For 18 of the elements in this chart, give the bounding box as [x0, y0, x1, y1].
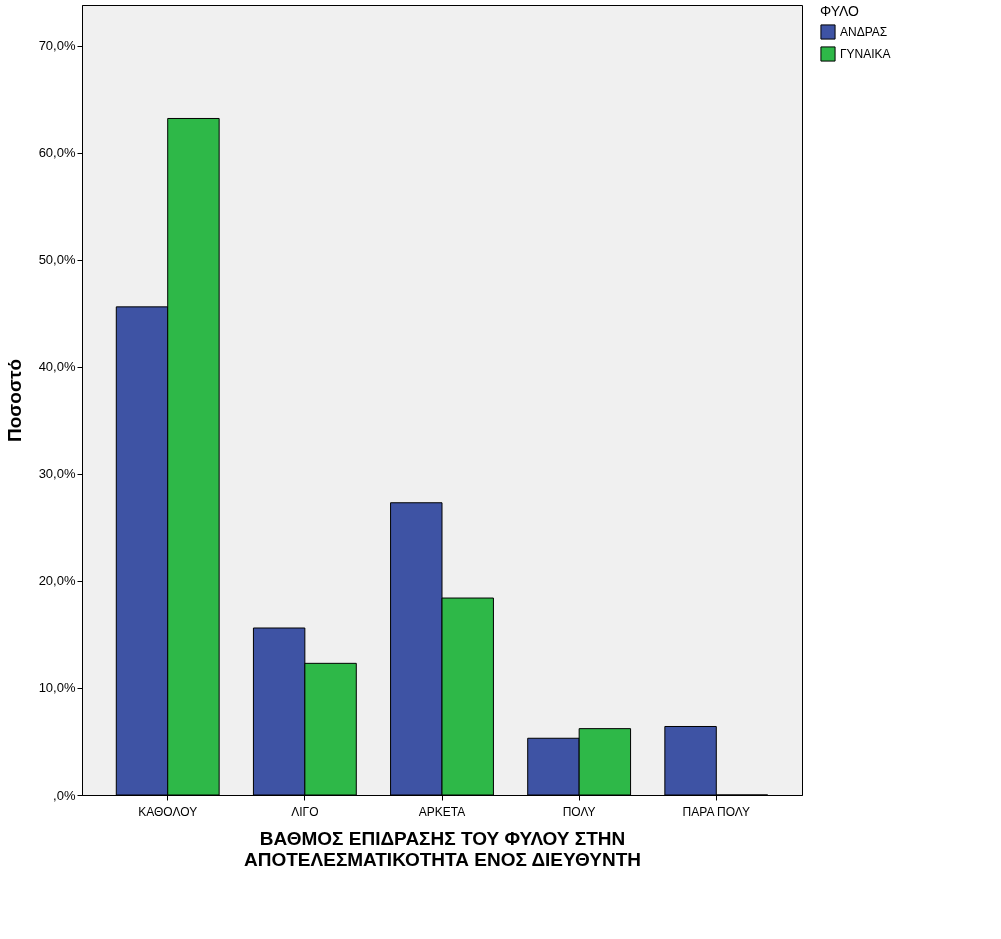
- legend-label: ΓΥΝΑΙΚΑ: [840, 47, 891, 61]
- x-tick-label: ΠΟΛΥ: [562, 804, 596, 819]
- y-tick-label: 60,0%: [38, 145, 76, 161]
- y-tick-label: 10,0%: [38, 680, 76, 696]
- legend-title: ΦΥΛΟ: [820, 3, 860, 19]
- x-tick-label: ΑΡΚΕΤΑ: [418, 804, 466, 819]
- y-tick-label: 70,0%: [38, 38, 76, 54]
- x-axis-title: ΒΑΘΜΟΣ ΕΠΙΔΡΑΣΗΣ ΤΟΥ ΦΥΛΟΥ ΣΤΗΝ ΑΠΟΤΕΛΕΣΜΑΤΙΚΟΤΗΤΑ ΕΝΟΣ ΔΙΕΥΘΥΝΤΗ: [244, 827, 641, 870]
- y-axis-title: Ποσοστό: [3, 358, 25, 443]
- y-tick-label: 20,0%: [38, 573, 76, 589]
- y-tick-label: 40,0%: [38, 359, 76, 375]
- y-tick-label: 50,0%: [38, 252, 76, 268]
- x-tick-label: ΛΙΓΟ: [291, 804, 319, 819]
- x-tick-label: ΠΑΡΑ ΠΟΛΥ: [682, 804, 750, 819]
- y-tick-label: ,0%: [53, 787, 76, 803]
- x-tick-label: ΚΑΘΟΛΟΥ: [138, 804, 198, 819]
- legend-label: ΑΝΔΡΑΣ: [840, 25, 888, 39]
- y-tick-label: 30,0%: [38, 466, 76, 482]
